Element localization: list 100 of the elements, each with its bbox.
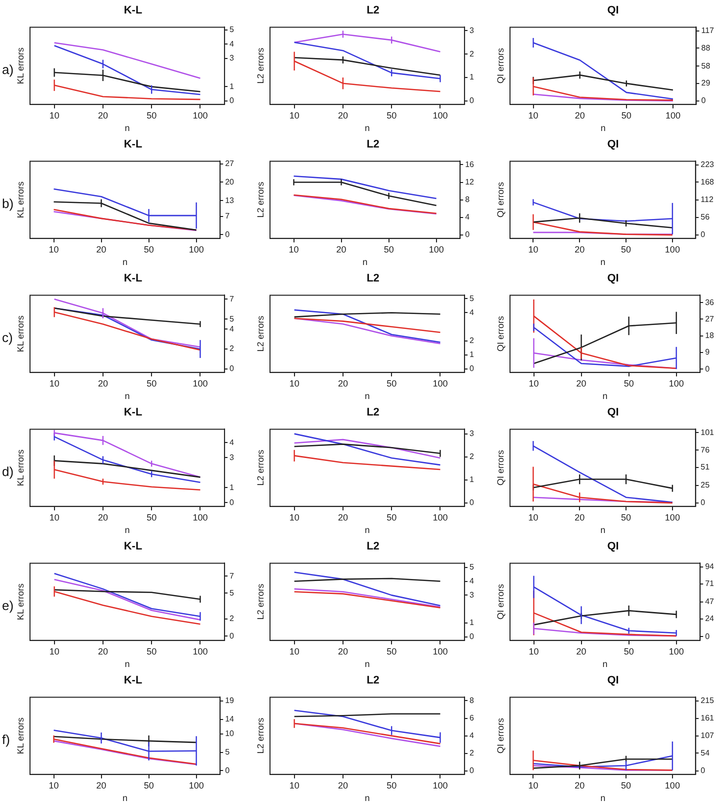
y-axis-title: L2 errors [255,315,266,352]
x-axis-title: n [124,123,130,134]
y-tick-label: 25 [700,480,710,490]
x-tick-label: 10 [528,110,538,120]
y-tick-label: 4 [470,576,475,586]
y-axis-title: KL errors [15,582,26,620]
chart-title: QI [607,138,619,151]
y-tick-label: 7 [225,212,230,221]
x-tick-label: 20 [98,378,108,388]
x-axis-title: n [602,391,608,402]
y-tick-label: 5 [225,748,230,757]
x-tick-label: 20 [574,110,585,120]
x-tick-label: 20 [338,512,348,522]
y-tick-label: 13 [225,196,235,205]
x-tick-label: 100 [192,378,208,388]
y-tick-label: 0 [701,96,706,106]
x-tick-label: 50 [144,780,154,790]
x-tick-label: 100 [188,244,204,254]
x-tick-label: 10 [528,512,538,522]
y-axis-title: QI errors [495,182,506,218]
y-axis-title: KL errors [15,314,26,352]
y-tick-label: 16 [465,160,475,169]
x-tick-label: 50 [621,110,632,120]
chart-title: QI [607,540,619,553]
y-tick-label: 1 [470,350,475,360]
x-tick-label: 100 [432,378,448,388]
chart-title: K-L [124,674,142,687]
x-tick-label: 50 [386,646,397,656]
x-tick-label: 20 [336,244,346,254]
y-tick-label: 0 [470,364,475,374]
y-tick-label: 12 [465,177,475,186]
x-tick-label: 10 [49,512,60,522]
x-tick-label: 10 [528,244,538,254]
text: c) [2,330,13,345]
y-axis-title: L2 errors [255,181,266,218]
x-tick-label: 100 [665,110,680,120]
x-axis-title: n [122,257,128,268]
x-tick-label: 10 [528,646,539,656]
y-tick-label: 3 [230,54,235,63]
chart-title: QI [607,272,619,285]
x-axis-title: n [362,257,368,268]
x-axis-title: n [600,123,606,134]
x-tick-label: 20 [574,244,585,254]
y-tick-label: 0 [700,498,706,508]
x-axis-title: n [124,391,130,402]
x-tick-label: 10 [48,244,59,254]
chart-title: L2 [366,138,380,151]
chart-title: K-L [124,272,142,285]
x-tick-label: 10 [289,378,300,388]
text: a) [2,62,14,77]
y-axis-title: KL errors [15,448,26,486]
y-axis-title: QI errors [495,316,506,352]
y-tick-label: 2 [230,344,235,354]
x-tick-label: 50 [386,110,397,120]
y-tick-label: 3 [470,590,475,600]
y-tick-label: 3 [230,452,235,462]
y-tick-label: 56 [700,212,710,222]
x-tick-label: 20 [576,378,586,388]
x-tick-label: 100 [664,512,680,522]
y-tick-label: 76 [700,445,710,454]
y-tick-label: 112 [700,195,714,204]
y-tick-label: 2 [470,49,475,58]
chart-title: K-L [124,138,142,151]
y-tick-label: 223 [700,160,715,170]
y-tick-label: 168 [700,177,715,186]
y-tick-label: 88 [701,43,711,52]
y-tick-label: 8 [465,195,470,204]
x-tick-label: 50 [386,378,397,388]
y-tick-label: 19 [225,696,235,706]
y-tick-label: 0 [705,364,710,374]
y-axis-title: QI errors [495,718,506,754]
y-tick-label: 18 [705,331,715,340]
y-tick-label: 27 [705,314,715,324]
y-tick-label: 4 [470,731,475,740]
x-tick-label: 10 [288,244,299,254]
chart-title: K-L [124,406,142,419]
x-axis-title: n [600,793,606,804]
y-tick-label: 5 [230,25,235,34]
x-tick-label: 20 [574,512,585,522]
text: e) [2,598,14,613]
y-tick-label: 0 [700,766,706,776]
y-tick-label: 14 [225,714,235,724]
x-axis-title: n [364,793,370,804]
y-tick-label: 2 [470,452,475,462]
y-tick-label: 107 [700,731,715,740]
chart-title: QI [607,674,619,687]
x-tick-label: 10 [49,378,60,388]
x-tick-label: 100 [192,646,208,656]
x-tick-label: 100 [432,110,448,120]
x-axis-title: n [364,123,370,134]
x-tick-label: 50 [144,244,154,254]
chart-title: L2 [366,272,380,285]
y-tick-label: 36 [705,298,715,307]
chart-title: L2 [366,406,380,419]
y-tick-label: 5 [230,314,235,324]
y-axis-title: QI errors [495,584,506,620]
y-tick-label: 1 [470,72,475,82]
x-tick-label: 10 [289,512,300,522]
x-tick-label: 100 [192,512,208,522]
x-tick-label: 20 [96,780,106,790]
